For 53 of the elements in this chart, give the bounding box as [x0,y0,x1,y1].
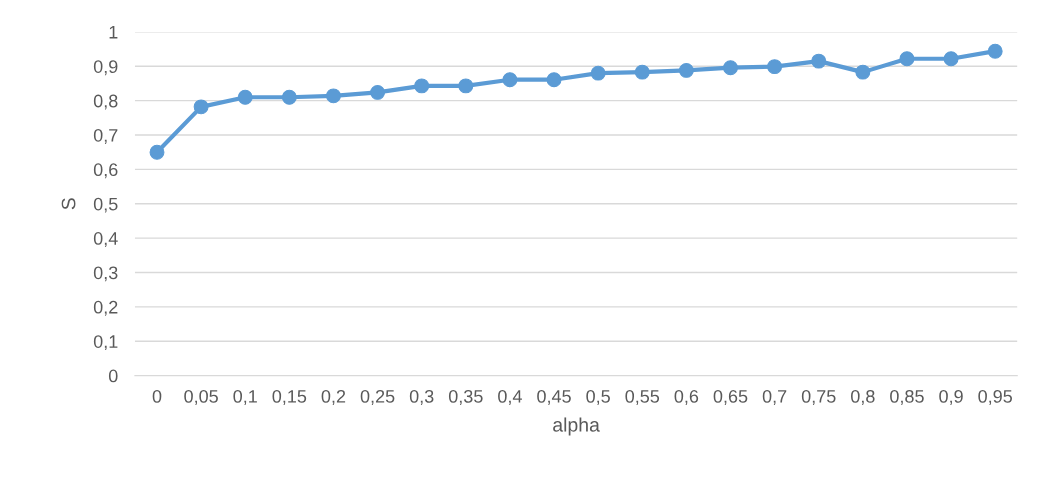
point [590,65,606,81]
x-tick-label: 0,6 [674,389,699,405]
y-tick-label: 0 [108,369,118,383]
y-tick-label: 0,3 [93,266,118,282]
x-tick-label: 0,8 [850,389,875,405]
x-tick-label: 0,75 [801,389,836,405]
point [723,60,738,76]
y-tick-label: 0,1 [93,335,118,351]
x-tick-label: 0,5 [586,389,610,405]
x-tick-label: 0,4 [498,389,522,405]
point [281,89,297,105]
x-tick-label: 0,2 [321,389,346,405]
point [193,99,209,115]
y-tick-label: 1 [109,26,118,39]
x-tick-label: 0,65 [713,389,748,405]
x-tick-label: 0,9 [939,389,963,405]
point [678,62,694,78]
x-tick-label: 0,3 [409,389,434,405]
y-tick-label: 0,2 [93,300,118,316]
point [634,64,650,80]
y-tick-label: 0,8 [93,94,118,110]
y-tick-label: 0,9 [93,60,118,76]
point [149,144,165,160]
y-tick-label: 0,4 [93,232,118,247]
x-tick-label: 0,45 [537,389,571,405]
point [987,43,1003,59]
y-tick-label: 0,6 [93,163,118,179]
point [325,88,341,104]
point [899,51,915,67]
x-tick-label: 0,7 [762,389,787,405]
point [855,64,871,80]
point [414,78,430,94]
x-tick-label: 0 [152,389,162,403]
x-tick-label: 0,35 [448,389,483,405]
y-axis-title: S [61,198,76,210]
x-tick-label: 0,55 [625,389,660,405]
point [458,78,474,94]
x-tick-label: 0,1 [233,389,257,405]
x-axis-title: alpha [553,417,600,436]
point [943,51,959,67]
point [370,84,386,100]
x-tick-label: 0,15 [272,389,307,405]
y-tick-label: 0,5 [93,197,118,213]
x-tick-label: 0,85 [890,389,924,405]
y-tick-label: 0,7 [93,128,118,144]
x-tick-label: 0,95 [978,389,1012,405]
point [811,53,827,69]
x-tick-label: 0,25 [360,389,395,405]
point [237,89,253,105]
point [502,72,518,88]
point [767,59,783,75]
x-tick-label: 0,05 [184,389,218,405]
point [546,72,562,88]
